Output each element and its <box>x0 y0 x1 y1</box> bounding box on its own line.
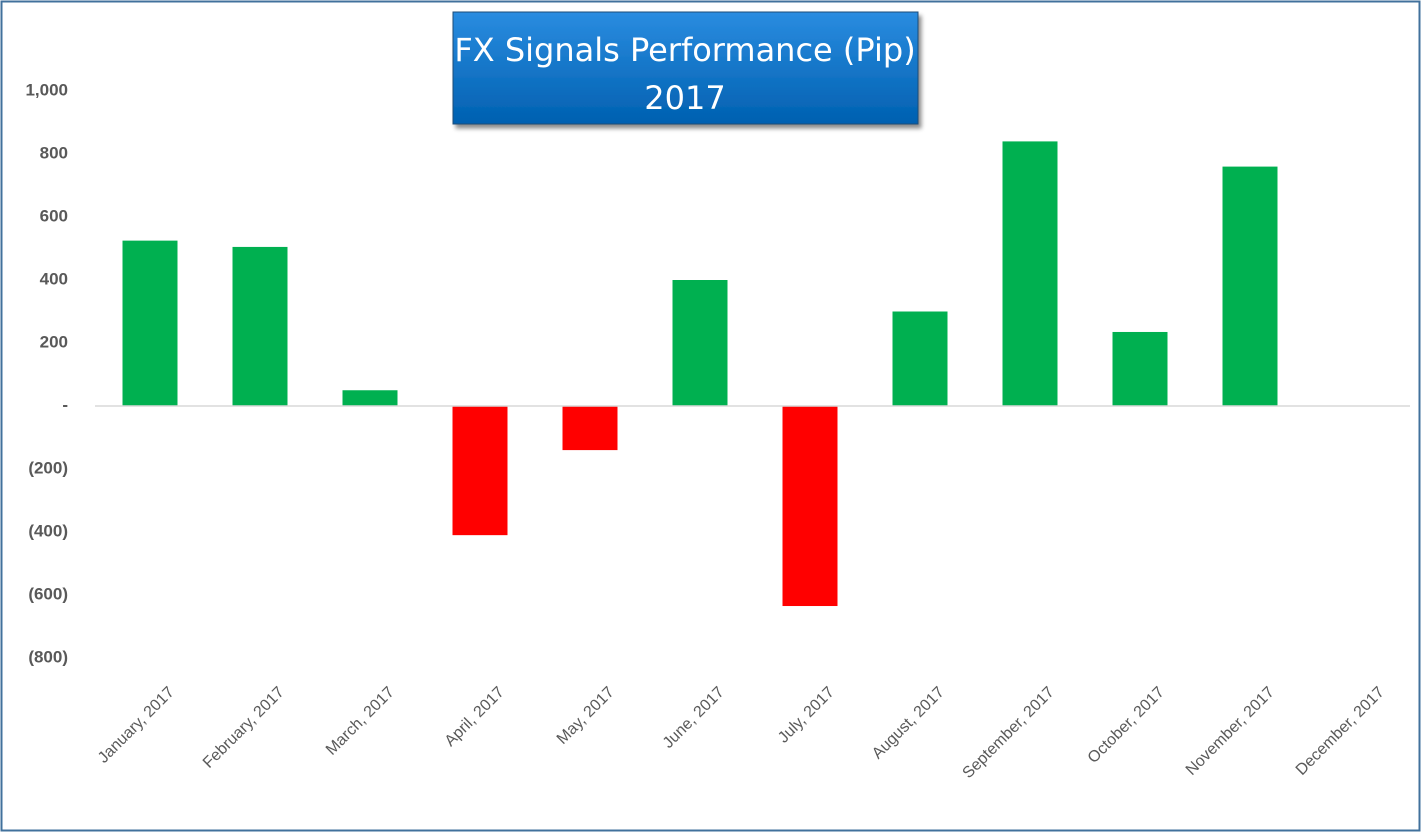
bar <box>562 406 618 451</box>
y-tick-label: (800) <box>28 647 68 666</box>
y-tick-label: 1,000 <box>25 80 68 99</box>
bar <box>452 406 508 536</box>
bar <box>232 246 288 406</box>
bar <box>122 240 178 406</box>
y-tick-label: 400 <box>40 269 68 288</box>
y-tick-label: 600 <box>40 206 68 225</box>
y-tick-label: 800 <box>40 143 68 162</box>
bar <box>892 311 948 406</box>
bar <box>1002 141 1058 406</box>
chart-subtitle: 2017 <box>644 79 725 117</box>
y-tick-label: - <box>62 395 68 414</box>
y-tick-label: (600) <box>28 584 68 603</box>
title-box <box>452 11 919 125</box>
bar <box>782 406 838 607</box>
bar <box>672 280 728 406</box>
bar <box>1222 166 1278 406</box>
chart-title: FX Signals Performance (Pip) <box>454 31 915 69</box>
y-tick-label: 200 <box>40 332 68 351</box>
y-tick-label: (200) <box>28 458 68 477</box>
bar <box>1112 331 1168 406</box>
y-tick-label: (400) <box>28 521 68 540</box>
bar <box>342 390 398 406</box>
